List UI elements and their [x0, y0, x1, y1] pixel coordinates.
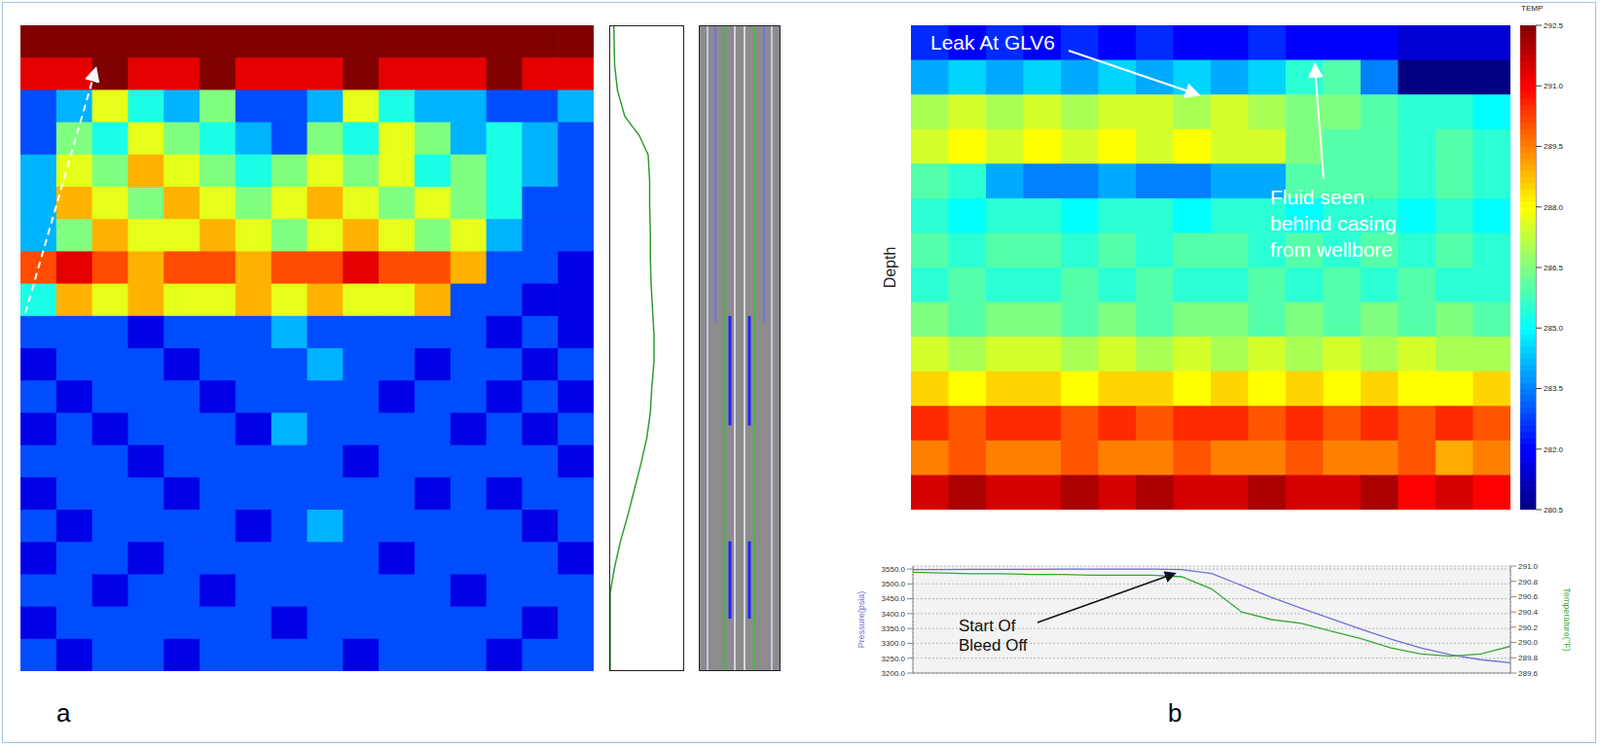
svg-text:290.2: 290.2 [1518, 623, 1539, 633]
svg-text:290.6: 290.6 [1518, 592, 1539, 602]
html-text:b: b [1167, 698, 1182, 728]
svg-text:3250.0: 3250.0 [881, 654, 907, 664]
svg-text:289.8: 289.8 [1518, 654, 1539, 663]
svg-text:290.4: 290.4 [1518, 608, 1539, 618]
svg-text:285.0: 285.0 [1543, 324, 1564, 333]
svg-text:Pressure(psia): Pressure(psia) [856, 591, 867, 650]
svg-text:3300.0: 3300.0 [881, 639, 907, 649]
svg-text:290.8: 290.8 [1518, 578, 1539, 587]
svg-text:282.0: 282.0 [1543, 445, 1564, 455]
svg-text:290.0: 290.0 [1518, 638, 1539, 648]
svg-text:283.5: 283.5 [1543, 384, 1564, 394]
svg-text:291.0: 291.0 [1518, 562, 1539, 572]
svg-text:3200.0: 3200.0 [881, 669, 907, 679]
svg-text:Temperature(°F): Temperature(°F) [1562, 587, 1572, 653]
html-text:a: a [56, 698, 71, 728]
svg-text:3450.0: 3450.0 [881, 594, 907, 604]
html-text:Depth: Depth [881, 246, 899, 289]
html-text:TEMP: TEMP [1521, 3, 1543, 13]
html-text:Start Of Bleed Off: Start Of Bleed Off [958, 617, 1028, 655]
svg-text:286.5: 286.5 [1543, 263, 1564, 273]
svg-text:289.6: 289.6 [1518, 669, 1539, 679]
svg-text:3500.0: 3500.0 [881, 580, 907, 589]
svg-text:3550.0: 3550.0 [881, 565, 907, 575]
html-text:Leak At GLV6: Leak At GLV6 [930, 31, 1055, 54]
svg-text:288.0: 288.0 [1543, 203, 1564, 213]
svg-text:3350.0: 3350.0 [881, 624, 907, 634]
svg-text:292.5: 292.5 [1543, 21, 1564, 31]
svg-text:289.5: 289.5 [1543, 142, 1564, 151]
svg-text:291.0: 291.0 [1543, 81, 1564, 91]
svg-text:280.5: 280.5 [1543, 506, 1564, 515]
svg-text:3400.0: 3400.0 [881, 610, 907, 619]
html-text:Fluid seen behind casing from: Fluid seen behind casing from wellbore [1270, 185, 1397, 261]
